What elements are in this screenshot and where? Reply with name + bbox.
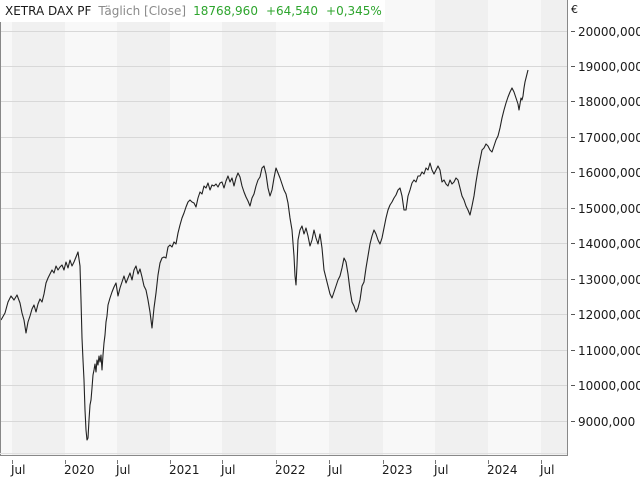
interval-label: Täglich [Close]	[98, 4, 187, 18]
x-axis-ticks	[12, 460, 542, 464]
time-band	[383, 0, 435, 455]
y-axis-label: 19000,000	[578, 60, 640, 74]
y-axis-label: 10000,000	[578, 379, 640, 393]
time-band	[12, 0, 65, 455]
time-band	[170, 0, 222, 455]
time-band	[117, 0, 170, 455]
time-band	[488, 0, 541, 455]
x-axis-label: Jul	[540, 463, 555, 477]
x-axis-label: Jul	[11, 463, 26, 477]
time-band	[222, 0, 276, 455]
last-price: 18768,960	[193, 4, 258, 18]
x-axis-label: 2022	[275, 463, 306, 477]
y-axis-label: 20000,000	[578, 25, 640, 39]
x-axis-label: Jul	[116, 463, 131, 477]
y-axis-label: 18000,000	[578, 95, 640, 109]
x-axis-label: Jul	[434, 463, 449, 477]
time-band	[541, 0, 567, 455]
chart-header: XETRA DAX PF Täglich [Close] 18768,960 +…	[0, 0, 385, 22]
y-axis-label: 9000,000	[578, 415, 636, 429]
currency-label: €	[571, 3, 578, 16]
time-band	[1, 0, 12, 455]
y-axis-label: 14000,000	[578, 237, 640, 251]
time-bands	[1, 0, 567, 455]
x-axis-label: 2020	[64, 463, 95, 477]
y-axis-ticks	[571, 31, 575, 422]
horizontal-gridlines	[1, 31, 567, 422]
y-axis-label: 16000,000	[578, 166, 640, 180]
price-line	[0, 69, 529, 441]
instrument-name: XETRA DAX PF	[5, 4, 92, 18]
y-axis-label: 15000,000	[578, 202, 640, 216]
y-axis-label: 17000,000	[578, 131, 640, 145]
price-change: +64,540	[265, 4, 319, 18]
y-axis-label: 11000,000	[578, 344, 640, 358]
y-axis-label: 12000,000	[578, 308, 640, 322]
price-change-percent: +0,345%	[326, 4, 382, 18]
x-axis-label: 2021	[169, 463, 200, 477]
y-axis-label: 13000,000	[578, 273, 640, 287]
time-band	[435, 0, 488, 455]
x-axis-label: 2023	[382, 463, 413, 477]
chart-frame	[0, 0, 568, 456]
x-axis-label: Jul	[221, 463, 236, 477]
x-axis-label: Jul	[328, 463, 343, 477]
time-band	[65, 0, 117, 455]
x-axis-label: 2024	[487, 463, 518, 477]
time-band	[329, 0, 383, 455]
